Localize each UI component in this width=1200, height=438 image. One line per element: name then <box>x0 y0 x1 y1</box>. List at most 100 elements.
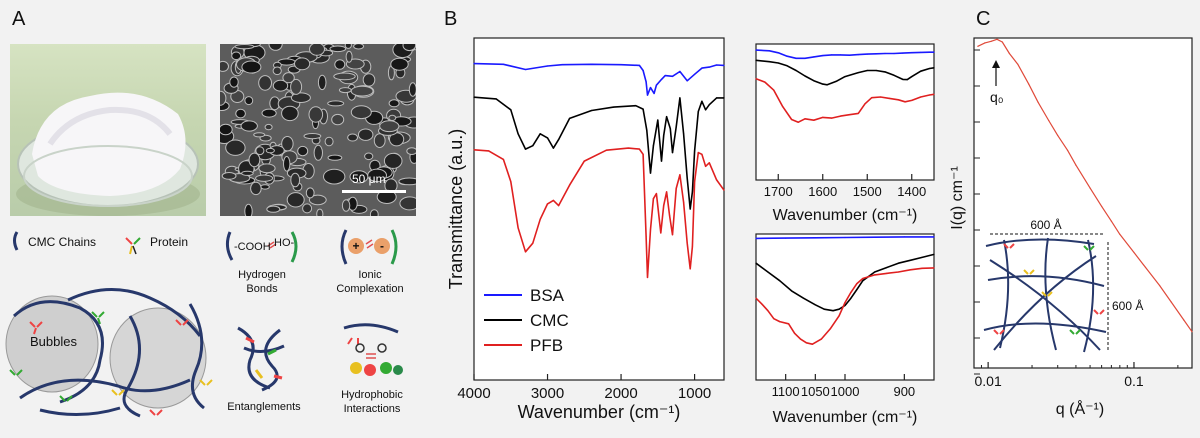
data-point <box>906 79 908 81</box>
data-point <box>694 73 696 75</box>
data-point <box>671 75 674 77</box>
data-point <box>928 51 931 53</box>
data-point <box>864 103 866 105</box>
sem-pore <box>364 152 374 161</box>
panel-letter-a: A <box>12 8 26 30</box>
sem-pore <box>390 57 409 71</box>
x-tick-label: 1500 <box>853 184 882 199</box>
data-point <box>893 74 895 76</box>
sem-pore <box>338 87 352 94</box>
sem-pore <box>350 105 372 120</box>
data-point <box>591 63 593 65</box>
data-point <box>679 97 681 99</box>
data-point <box>473 63 475 65</box>
sem-pore <box>234 44 255 50</box>
data-point <box>657 119 659 121</box>
ftir-zoom-ether-chart: 1100 1050 1000 900 Wavenumber (cm⁻¹) <box>755 233 935 426</box>
hydrophobic-icon <box>343 323 403 376</box>
sem-pore <box>241 170 254 176</box>
peak-label: q₀ <box>990 89 1004 105</box>
hydrophobic-label-2: Interactions <box>344 403 401 415</box>
data-point <box>903 236 905 238</box>
bubbles-label: Bubbles <box>30 334 77 349</box>
data-point <box>660 78 663 80</box>
legend-chains-label: CMC Chains <box>28 235 96 249</box>
data-point <box>885 272 888 274</box>
data-point <box>838 308 840 310</box>
data-point <box>708 104 710 106</box>
x-tick-label: 1400 <box>897 184 926 199</box>
data-point <box>708 162 710 164</box>
data-point <box>768 50 770 52</box>
sem-pore <box>399 196 416 211</box>
data-point <box>671 234 674 236</box>
hydrogen-formula-left: -COOH <box>234 241 271 253</box>
data-point <box>857 72 859 74</box>
data-point <box>669 215 671 217</box>
data-point <box>804 118 806 120</box>
data-point <box>1191 331 1193 333</box>
data-point <box>768 61 770 63</box>
data-point <box>686 177 688 179</box>
data-point <box>814 304 816 306</box>
data-point <box>649 172 652 174</box>
saxs-chart: 0.01 0.1 q₀ 600 Å 600 Å q (Å⁻¹) I(q) cm⁻¹ <box>949 37 1193 418</box>
data-point <box>911 76 913 78</box>
data-point <box>920 70 922 72</box>
data-point <box>646 94 649 96</box>
sem-pore <box>324 136 334 147</box>
panel-letter-c: C <box>976 8 991 30</box>
sem-pore <box>388 99 400 108</box>
plot-frame <box>973 37 1193 369</box>
entanglements-label: Entanglements <box>227 401 301 413</box>
data-point <box>805 342 807 344</box>
data-point <box>897 271 899 273</box>
data-point <box>660 160 663 162</box>
data-point <box>723 189 725 191</box>
sem-pore <box>383 152 403 169</box>
sem-pore <box>316 208 324 216</box>
data-point <box>627 147 629 149</box>
data-point <box>874 274 876 276</box>
data-point <box>990 40 992 42</box>
data-point <box>1144 266 1147 268</box>
data-point <box>804 75 806 77</box>
data-point <box>569 117 571 119</box>
data-point <box>546 65 549 67</box>
sem-pore <box>286 192 305 208</box>
data-point <box>502 63 504 65</box>
sem-pore <box>231 51 242 61</box>
data-point <box>1101 205 1103 207</box>
sem-pore <box>331 113 345 126</box>
data-point <box>839 54 842 56</box>
legend-label-cmc: CMC <box>530 311 569 330</box>
data-point <box>773 89 775 91</box>
data-point <box>1017 63 1019 65</box>
data-point <box>795 69 797 72</box>
y-axis-title: Transmittance (a.u.) <box>446 129 466 289</box>
data-point <box>844 302 846 304</box>
data-point <box>875 69 877 72</box>
data-point <box>856 283 858 285</box>
hydrophobic-label-1: Hydrophobic <box>341 389 403 401</box>
sem-pore <box>240 120 258 132</box>
data-point <box>794 332 796 334</box>
data-point <box>893 52 895 55</box>
data-point <box>473 96 475 98</box>
ftir-main-chart: 4000 3000 2000 1000 BSA CMC PFB Wavenumber … <box>446 37 725 422</box>
data-point <box>697 110 699 113</box>
data-point <box>642 69 644 72</box>
data-point <box>620 64 622 66</box>
data-point <box>791 118 793 121</box>
data-point <box>786 55 788 57</box>
data-point <box>524 251 527 253</box>
data-point <box>909 269 911 271</box>
sem-pore <box>373 133 386 148</box>
data-point <box>920 51 922 53</box>
sem-pore <box>225 139 246 156</box>
sem-pore <box>333 72 356 81</box>
data-point <box>583 160 585 162</box>
sem-pore <box>345 50 353 63</box>
data-point <box>723 97 725 99</box>
data-point <box>811 343 813 345</box>
